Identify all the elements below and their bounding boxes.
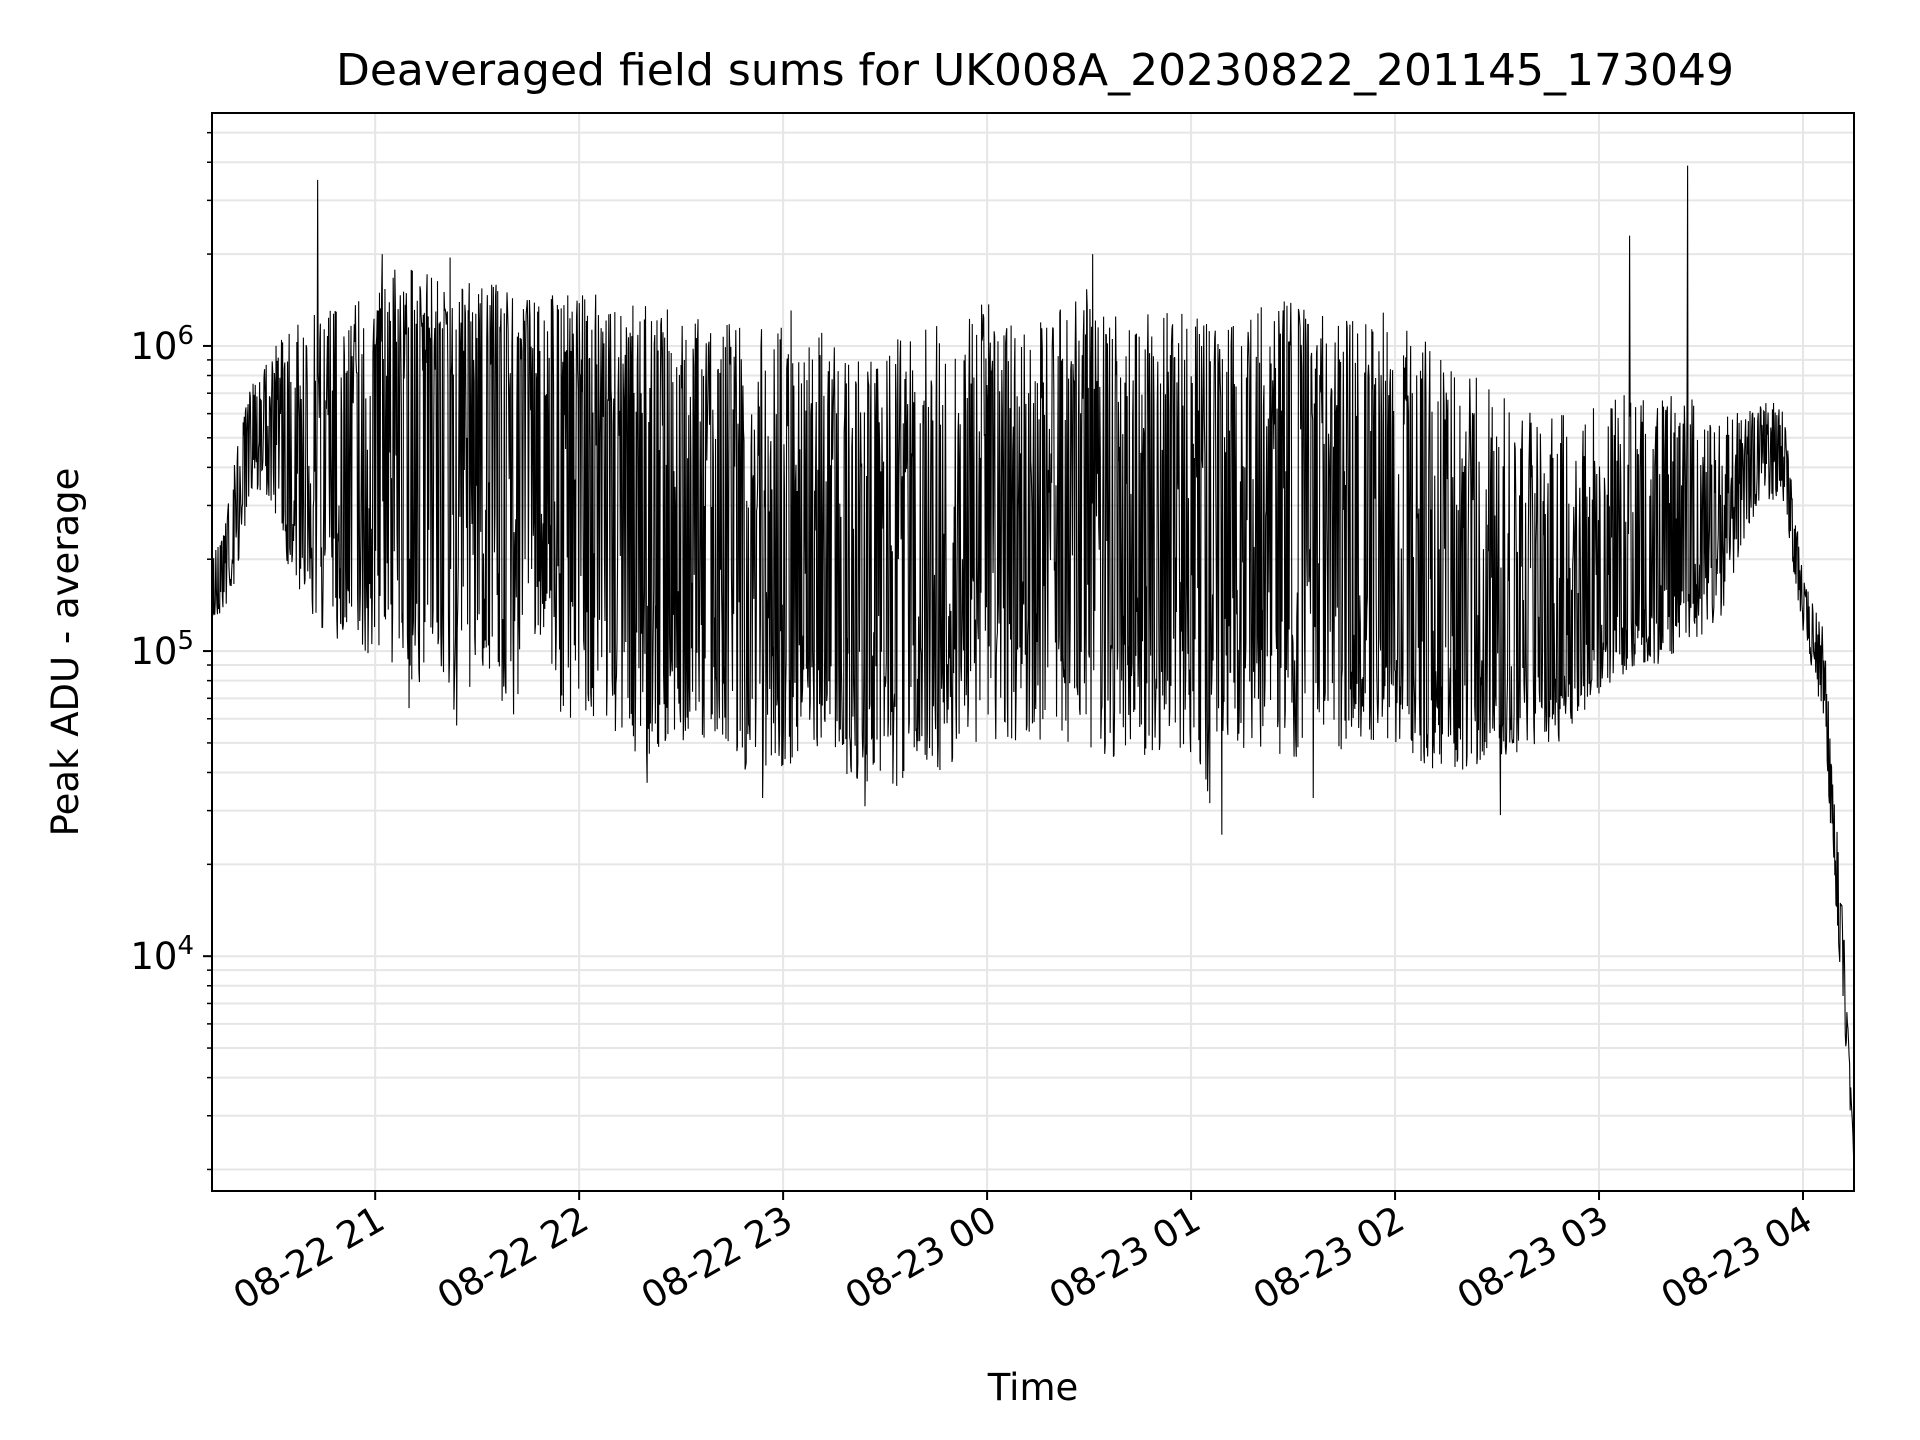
- y-axis-label: Peak ADU - average: [44, 468, 87, 837]
- x-axis-label: Time: [987, 1366, 1079, 1409]
- series-line: [211, 165, 1855, 1168]
- series-group: [211, 165, 1855, 1168]
- chart-title: Deaveraged field sums for UK008A_2023082…: [336, 45, 1734, 96]
- y-tick-exponent: 4: [177, 931, 194, 961]
- y-tick-label: 106: [130, 321, 194, 368]
- y-tick-exponent: 6: [177, 321, 194, 351]
- y-tick-label: 104: [130, 931, 194, 978]
- y-tick-exponent: 5: [177, 626, 194, 656]
- axis-ticks: [203, 131, 1805, 1200]
- y-tick-base: 10: [130, 630, 177, 673]
- y-tick-base: 10: [130, 325, 177, 368]
- y-tick-base: 10: [130, 935, 177, 978]
- y-tick-label: 105: [130, 626, 194, 673]
